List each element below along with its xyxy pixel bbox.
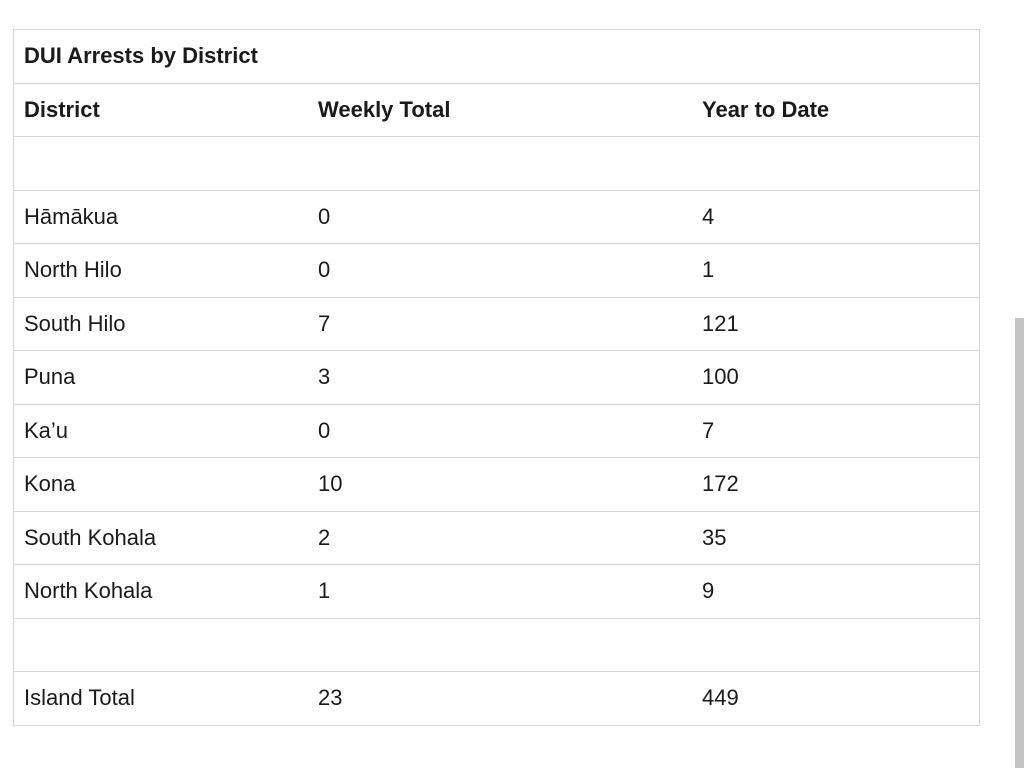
weekly-total-cell: 10 [308, 457, 692, 512]
district-cell: North Hilo [14, 243, 308, 298]
year-to-date-cell: 449 [702, 685, 739, 711]
district-cell: Kona [14, 457, 308, 512]
district-cell: Ka’u [14, 404, 308, 458]
district-cell [14, 618, 308, 672]
district-cell: Island Total [24, 685, 135, 711]
dui-arrests-table: DUI Arrests by District District Weekly … [13, 29, 980, 726]
total-row: Island Total 23 449 [14, 672, 979, 725]
year-to-date-cell: 121 [692, 297, 979, 351]
table-row [14, 136, 979, 191]
table-row: Hāmākua 0 4 [14, 190, 979, 244]
header-year-to-date: Year to Date [692, 83, 979, 137]
year-to-date-cell: 100 [692, 350, 979, 405]
table-row: Kona 10 172 [14, 457, 979, 512]
weekly-total-cell: 3 [308, 350, 692, 405]
year-to-date-cell: 172 [692, 457, 979, 512]
table-row: North Hilo 0 1 [14, 243, 979, 298]
table-caption: DUI Arrests by District [14, 30, 979, 84]
district-cell: Puna [14, 350, 308, 405]
table-row [14, 618, 979, 672]
header-district: District [14, 83, 308, 137]
data-table: DUI Arrests by District District Weekly … [14, 30, 979, 725]
year-to-date-cell: 9 [692, 564, 979, 619]
weekly-total-cell: 7 [308, 297, 692, 351]
district-cell: South Kohala [14, 511, 308, 565]
scrollbar-thumb[interactable] [1015, 318, 1024, 768]
header-row: District Weekly Total Year to Date [14, 83, 979, 137]
weekly-total-cell: 1 [308, 564, 692, 619]
weekly-total-cell: 0 [308, 190, 692, 244]
table-row: South Hilo 7 121 [14, 297, 979, 351]
year-to-date-cell: 1 [692, 243, 979, 298]
district-cell [14, 136, 308, 191]
year-to-date-cell: 7 [692, 404, 979, 458]
table-row: Puna 3 100 [14, 350, 979, 405]
year-to-date-cell: 35 [692, 511, 979, 565]
caption-row: DUI Arrests by District [14, 30, 979, 84]
district-cell: North Kohala [14, 564, 308, 619]
scrollbar-track[interactable] [1014, 0, 1024, 768]
weekly-total-cell [308, 136, 692, 191]
weekly-total-cell: 0 [308, 404, 692, 458]
district-cell: Hāmākua [14, 190, 308, 244]
district-cell: South Hilo [14, 297, 308, 351]
table-row: Ka’u 0 7 [14, 404, 979, 458]
year-to-date-cell: 4 [692, 190, 979, 244]
year-to-date-cell [692, 136, 979, 191]
header-weekly-total: Weekly Total [308, 83, 692, 137]
table-row: South Kohala 2 35 [14, 511, 979, 565]
weekly-total-cell: 23 [318, 685, 343, 711]
table-row: North Kohala 1 9 [14, 564, 979, 619]
weekly-total-cell: 2 [308, 511, 692, 565]
year-to-date-cell [692, 618, 979, 672]
weekly-total-cell: 0 [308, 243, 692, 298]
weekly-total-cell [308, 618, 692, 672]
